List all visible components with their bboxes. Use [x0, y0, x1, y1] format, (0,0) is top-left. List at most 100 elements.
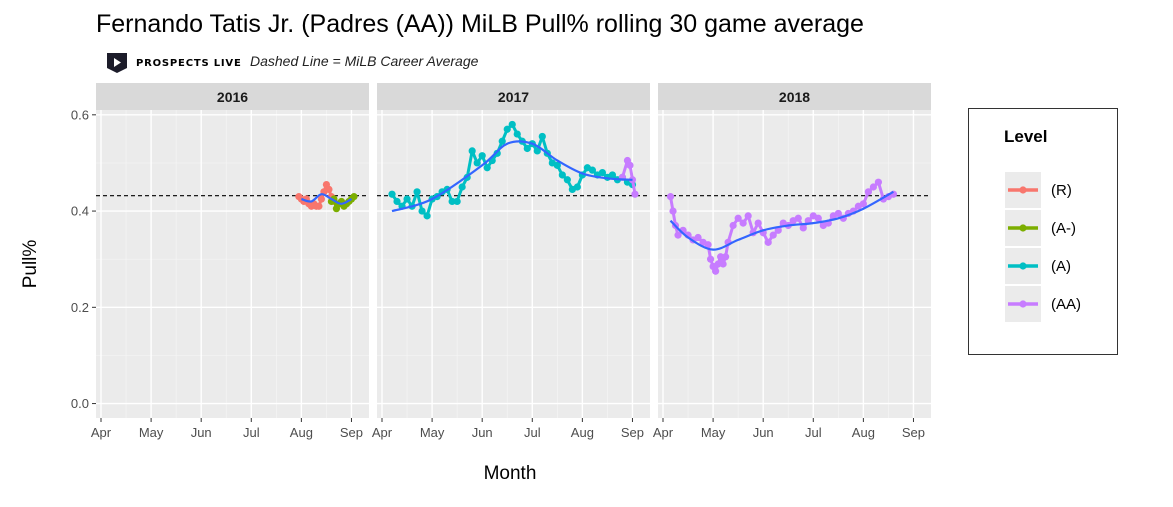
smooth-trend-line [301, 193, 353, 205]
x-tick-label: Sep [340, 425, 363, 440]
x-tick-label: Jul [805, 425, 822, 440]
x-tick-label: Jun [472, 425, 493, 440]
data-point [493, 149, 501, 157]
data-point [503, 125, 511, 133]
data-point [714, 260, 722, 268]
data-point [538, 132, 546, 141]
panel-strip [96, 83, 369, 110]
data-point [388, 190, 396, 198]
data-point [403, 195, 411, 203]
panel-strip-label: 2018 [779, 89, 810, 105]
legend-key [1005, 210, 1041, 246]
data-point [317, 195, 326, 203]
data-point [744, 212, 752, 220]
legend-key [1005, 248, 1041, 284]
data-point [563, 176, 571, 184]
play-icon [107, 53, 127, 73]
data-point [448, 197, 456, 206]
data-point [588, 166, 596, 174]
y-tick-label: 0.4 [71, 204, 89, 219]
legend-item: (AA) [1005, 286, 1105, 324]
data-point [413, 188, 421, 196]
smooth-trend-line [391, 140, 633, 213]
legend-key [1005, 286, 1041, 322]
legend-title: Level [1004, 127, 1048, 146]
data-point [423, 212, 431, 220]
legend: Level (R) (A-) (A) (AA) [968, 108, 1118, 355]
legend-item: (A-) [1005, 210, 1105, 248]
data-point [719, 260, 727, 268]
data-point [734, 214, 742, 222]
chart-title: Fernando Tatis Jr. (Padres (AA)) MiLB Pu… [96, 10, 864, 38]
data-point [717, 253, 725, 261]
legend-label: (A-) [1051, 220, 1076, 237]
data-point [483, 164, 491, 172]
data-point [799, 224, 807, 232]
data-point [473, 159, 481, 167]
data-point [834, 209, 842, 218]
x-tick-label: Aug [852, 425, 875, 440]
legend-item: (A) [1005, 248, 1105, 286]
data-point [468, 147, 476, 155]
chart-subtitle: Dashed Line = MiLB Career Average [250, 53, 479, 69]
data-point [553, 161, 561, 169]
x-tick-label: Sep [902, 425, 925, 440]
x-tick-label: Apr [653, 425, 674, 440]
panel-strip-label: 2017 [498, 89, 529, 105]
data-point [722, 253, 730, 261]
panel-background [377, 110, 650, 418]
y-tick-label: 0.6 [71, 107, 89, 122]
legend-key [1005, 172, 1041, 208]
x-tick-label: Apr [372, 425, 393, 440]
x-tick-label: Jun [753, 425, 774, 440]
x-tick-label: Jun [191, 425, 212, 440]
data-point [874, 178, 883, 186]
data-point [694, 233, 702, 242]
data-point [764, 238, 772, 246]
x-tick-label: May [420, 425, 445, 440]
x-tick-label: May [139, 425, 164, 440]
data-point [598, 168, 607, 177]
data-point [458, 183, 466, 191]
data-point [774, 226, 782, 234]
panel-strip [377, 83, 650, 110]
legend-label: (A) [1051, 258, 1071, 275]
x-axis-label: Month [484, 463, 537, 484]
data-point [794, 214, 802, 222]
data-point [498, 137, 506, 145]
data-point [325, 185, 333, 194]
panel-strip [658, 83, 931, 110]
data-point [453, 197, 461, 206]
legend-label: (AA) [1051, 296, 1081, 313]
data-point [706, 255, 715, 263]
data-point [631, 190, 639, 198]
data-point [508, 120, 516, 129]
data-point [513, 130, 521, 138]
data-point [523, 144, 531, 153]
data-point [814, 214, 822, 222]
data-point [769, 231, 777, 239]
panel-background [658, 110, 931, 418]
data-point [669, 207, 677, 215]
panel-strip-label: 2016 [217, 89, 248, 105]
x-tick-label: May [701, 425, 726, 440]
data-point [704, 241, 712, 249]
data-point [859, 200, 867, 208]
data-point [315, 202, 323, 210]
data-point [869, 183, 877, 191]
x-tick-label: Jul [243, 425, 260, 440]
legend-item: (R) [1005, 172, 1105, 210]
data-point [533, 147, 541, 155]
data-point [864, 188, 872, 196]
x-tick-label: Apr [91, 425, 112, 440]
data-point [608, 171, 617, 179]
data-point [393, 197, 401, 206]
x-tick-label: Sep [621, 425, 644, 440]
smooth-trend-line [669, 190, 894, 251]
data-point [729, 221, 737, 230]
brand-logo: PROSPECTS LIVE [106, 52, 242, 74]
data-point [573, 183, 581, 191]
data-point [666, 193, 675, 201]
legend-label: (R) [1051, 182, 1072, 199]
